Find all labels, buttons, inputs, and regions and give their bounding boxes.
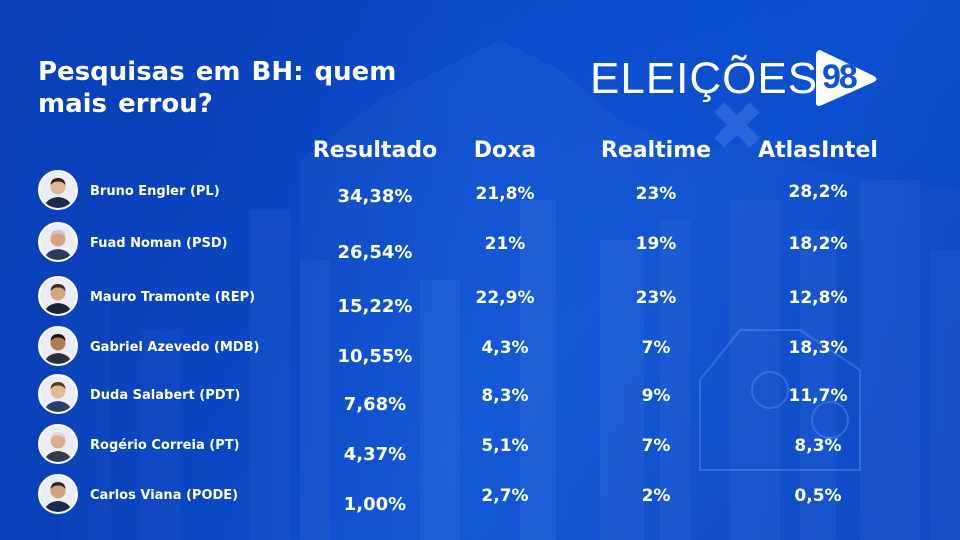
page-title: Pesquisas em BH: quem mais errou? — [38, 57, 397, 119]
candidate-avatar — [38, 374, 78, 414]
value-realtime: 19% — [635, 234, 677, 254]
candidate-name: Carlos Viana (PODE) — [90, 488, 239, 503]
candidate-name: Duda Salabert (PDT) — [90, 388, 241, 403]
value-atlasintel: 12,8% — [788, 288, 848, 308]
candidate-name: Fuad Noman (PSD) — [90, 236, 228, 251]
candidate-avatar — [38, 326, 78, 366]
value-realtime: 9% — [641, 386, 671, 406]
value-realtime: 23% — [635, 184, 677, 204]
value-doxa: 5,1% — [481, 436, 529, 456]
play-triangle-icon — [816, 50, 877, 106]
column-header-resultado: Resultado — [312, 138, 438, 163]
value-atlasintel: 0,5% — [794, 486, 842, 506]
table-row: Mauro Tramonte (REP) 15,22% 22,9% 23% 12,8% — [0, 276, 960, 320]
value-doxa: 22,9% — [475, 288, 535, 308]
table-row: Fuad Noman (PSD) 26,54% 21% 19% 18,2% — [0, 222, 960, 266]
value-doxa: 21,8% — [475, 184, 535, 204]
candidate-avatar — [38, 474, 78, 514]
value-realtime: 2% — [641, 486, 671, 506]
value-atlasintel: 8,3% — [794, 436, 842, 456]
value-resultado: 4,37% — [343, 444, 407, 465]
candidate-avatar — [38, 170, 78, 210]
candidate-name: Bruno Engler (PL) — [90, 184, 220, 199]
eleicoes-98-logo: ELEIÇÕES 98 — [590, 44, 890, 114]
value-resultado: 15,22% — [337, 296, 413, 317]
logo-text: ELEIÇÕES — [590, 54, 819, 103]
value-atlasintel: 18,2% — [788, 234, 848, 254]
value-atlasintel: 28,2% — [788, 182, 848, 202]
column-header-doxa: Doxa — [473, 138, 537, 163]
value-realtime: 7% — [641, 338, 671, 358]
value-resultado: 1,00% — [343, 494, 407, 515]
logo-number: 98 — [822, 58, 858, 96]
candidate-name: Rogério Correia (PT) — [90, 438, 240, 453]
value-resultado: 34,38% — [337, 186, 413, 207]
table-row: Rogério Correia (PT) 4,37% 5,1% 7% 8,3% — [0, 424, 960, 468]
table-row: Carlos Viana (PODE) 1,00% 2,7% 2% 0,5% — [0, 474, 960, 518]
candidate-avatar — [38, 276, 78, 316]
table-row: Bruno Engler (PL) 34,38% 21,8% 23% 28,2% — [0, 170, 960, 214]
value-doxa: 2,7% — [481, 486, 529, 506]
value-resultado: 26,54% — [337, 242, 413, 263]
candidate-avatar — [38, 222, 78, 262]
value-doxa: 21% — [484, 234, 526, 254]
candidate-name: Mauro Tramonte (REP) — [90, 290, 256, 305]
column-header-atlasintel: AtlasIntel — [758, 138, 878, 163]
candidate-name: Gabriel Azevedo (MDB) — [90, 340, 260, 355]
value-realtime: 23% — [635, 288, 677, 308]
table-row: Gabriel Azevedo (MDB) 10,55% 4,3% 7% 18,3% — [0, 326, 960, 370]
value-resultado: 10,55% — [337, 346, 413, 367]
candidate-avatar — [38, 424, 78, 464]
column-header-realtime: Realtime — [600, 138, 712, 163]
value-resultado: 7,68% — [343, 394, 407, 415]
value-atlasintel: 11,7% — [788, 386, 848, 406]
table-row: Duda Salabert (PDT) 7,68% 8,3% 9% 11,7% — [0, 374, 960, 418]
value-doxa: 8,3% — [481, 386, 529, 406]
value-doxa: 4,3% — [481, 338, 529, 358]
value-realtime: 7% — [641, 436, 671, 456]
value-atlasintel: 18,3% — [788, 338, 848, 358]
